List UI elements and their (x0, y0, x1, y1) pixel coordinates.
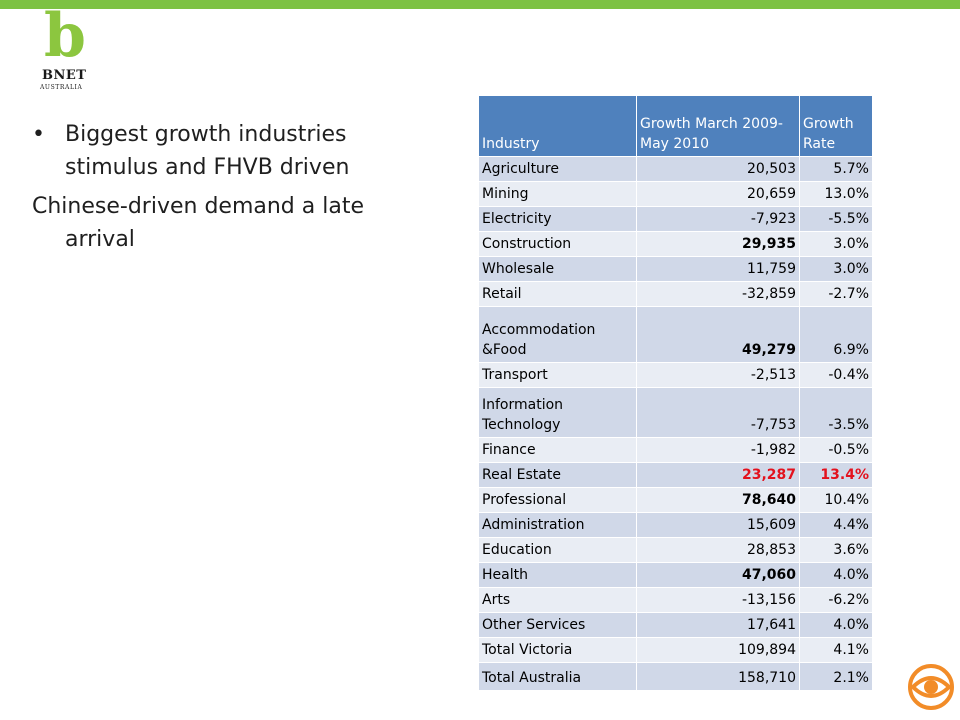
table-row: Administration 15,609 4.4% (478, 512, 873, 538)
table-row: Finance -1,982 -0.5% (478, 437, 873, 463)
cell-industry: Mining (478, 181, 637, 207)
table-row: Information Technology -7,753 -3.5% (478, 387, 873, 438)
cell-growth: -2,513 (636, 362, 800, 388)
cell-industry: Arts (478, 587, 637, 613)
cell-growth: 49,279 (636, 306, 800, 363)
cell-rate: 3.6% (799, 537, 873, 563)
cell-growth: 17,641 (636, 612, 800, 638)
cell-industry: Other Services (478, 612, 637, 638)
cell-rate: -5.5% (799, 206, 873, 232)
bnet-logo: b BNET AUSTRALIA (38, 6, 102, 96)
top-accent-bar (0, 0, 960, 9)
cell-growth: 23,287 (636, 462, 800, 488)
logo-name: BNET (42, 68, 87, 83)
logo-letter: b (44, 1, 86, 71)
cell-rate: 4.4% (799, 512, 873, 538)
cell-industry: Total Victoria (478, 637, 637, 663)
cell-rate: 3.0% (799, 256, 873, 282)
header-rate: Growth Rate (799, 95, 873, 157)
table-row: Wholesale 11,759 3.0% (478, 256, 873, 282)
bullet-item: • Biggest growth industries stimulus and… (32, 118, 432, 184)
cell-industry: Electricity (478, 206, 637, 232)
cell-rate: 13.0% (799, 181, 873, 207)
logo-subtitle: AUSTRALIA (40, 84, 83, 91)
cell-growth: 47,060 (636, 562, 800, 588)
header-growth: Growth March 2009-May 2010 (636, 95, 800, 157)
table-row: Construction 29,935 3.0% (478, 231, 873, 257)
cell-rate: -0.4% (799, 362, 873, 388)
header-industry: Industry (478, 95, 637, 157)
cell-growth: -13,156 (636, 587, 800, 613)
cell-rate: 4.1% (799, 637, 873, 663)
table-row: Professional 78,640 10.4% (478, 487, 873, 513)
cell-industry: Administration (478, 512, 637, 538)
cell-industry: Retail (478, 281, 637, 307)
cell-growth: 78,640 (636, 487, 800, 513)
cell-growth: -32,859 (636, 281, 800, 307)
table-row: Retail -32,859 -2.7% (478, 281, 873, 307)
cell-industry: Education (478, 537, 637, 563)
table-row: Education 28,853 3.6% (478, 537, 873, 563)
cell-growth: -1,982 (636, 437, 800, 463)
cell-industry: Transport (478, 362, 637, 388)
table-header-row: Industry Growth March 2009-May 2010 Grow… (478, 95, 873, 157)
cell-rate: -2.7% (799, 281, 873, 307)
cell-industry: Real Estate (478, 462, 637, 488)
cell-growth: 29,935 (636, 231, 800, 257)
cell-rate: 4.0% (799, 562, 873, 588)
cell-rate: -0.5% (799, 437, 873, 463)
cell-rate: 2.1% (799, 662, 873, 691)
table-row: Total Australia 158,710 2.1% (478, 662, 873, 691)
cell-industry: Health (478, 562, 637, 588)
cell-industry: Construction (478, 231, 637, 257)
slide-text: • Biggest growth industries stimulus and… (32, 118, 432, 256)
cell-rate: 10.4% (799, 487, 873, 513)
cell-rate: 6.9% (799, 306, 873, 363)
cbs-eye-logo-icon (908, 664, 954, 710)
cell-growth: -7,753 (636, 387, 800, 438)
table-row: Real Estate 23,287 13.4% (478, 462, 873, 488)
table-body: Agriculture 20,503 5.7% Mining 20,659 13.0% El… (478, 156, 873, 691)
cell-growth: -7,923 (636, 206, 800, 232)
bullet-dot-icon: • (32, 122, 45, 147)
table-row: Mining 20,659 13.0% (478, 181, 873, 207)
cell-industry: Agriculture (478, 156, 637, 182)
bullet-text: Biggest growth industries stimulus and F… (65, 122, 350, 180)
table-row: Other Services 17,641 4.0% (478, 612, 873, 638)
cell-growth: 28,853 (636, 537, 800, 563)
cell-growth: 11,759 (636, 256, 800, 282)
cell-rate: -6.2% (799, 587, 873, 613)
table-row: Agriculture 20,503 5.7% (478, 156, 873, 182)
cell-industry: Wholesale (478, 256, 637, 282)
cell-growth: 15,609 (636, 512, 800, 538)
table-row: Electricity -7,923 -5.5% (478, 206, 873, 232)
cell-industry: Professional (478, 487, 637, 513)
table-row: Accommodation &Food 49,279 6.9% (478, 306, 873, 363)
cell-rate: 4.0% (799, 612, 873, 638)
cell-industry: Accommodation &Food (478, 306, 637, 363)
table-row: Arts -13,156 -6.2% (478, 587, 873, 613)
cell-rate: 3.0% (799, 231, 873, 257)
cell-rate: -3.5% (799, 387, 873, 438)
cell-industry: Information Technology (478, 387, 637, 438)
table-row: Transport -2,513 -0.4% (478, 362, 873, 388)
table-row: Health 47,060 4.0% (478, 562, 873, 588)
cell-industry: Finance (478, 437, 637, 463)
cell-industry: Total Australia (478, 662, 637, 691)
cell-rate: 5.7% (799, 156, 873, 182)
cell-growth: 158,710 (636, 662, 800, 691)
cell-rate: 13.4% (799, 462, 873, 488)
paragraph-text: Chinese-driven demand a late arrival (32, 194, 364, 252)
table-row: Total Victoria 109,894 4.1% (478, 637, 873, 663)
industry-growth-table: Industry Growth March 2009-May 2010 Grow… (478, 95, 873, 691)
cell-growth: 20,659 (636, 181, 800, 207)
cell-growth: 20,503 (636, 156, 800, 182)
cell-growth: 109,894 (636, 637, 800, 663)
